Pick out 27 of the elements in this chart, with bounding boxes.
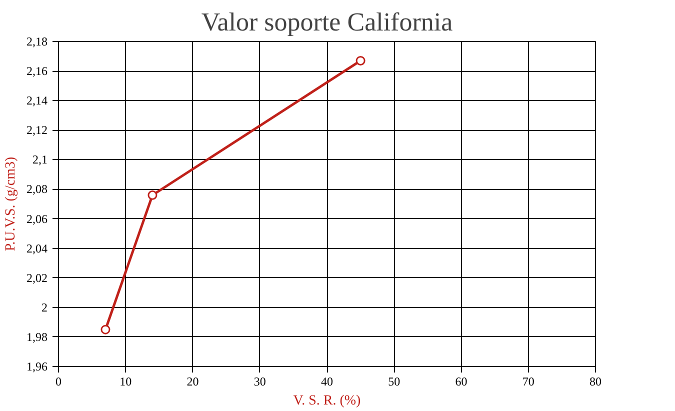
y-tick-label: 1,96 — [26, 360, 48, 374]
x-tick-label: 50 — [388, 374, 400, 388]
x-tick-label: 70 — [522, 374, 534, 388]
y-tick-label: 2,12 — [26, 123, 48, 138]
x-axis-title: V. S. R. (%) — [293, 394, 362, 408]
x-tick-label: 40 — [321, 374, 333, 388]
y-tick-label: 2 — [42, 300, 48, 314]
y-tick-label: 1,98 — [26, 330, 48, 344]
point — [356, 56, 366, 66]
y-tick-label: 2,14 — [26, 94, 48, 108]
x-tick-label: 80 — [590, 374, 602, 388]
x-tick-label: 20 — [186, 374, 199, 388]
y-tick-label: 2,18 — [26, 34, 48, 48]
y-tick-label: 2,16 — [26, 64, 48, 78]
y-tick-label: 2,1 — [32, 152, 48, 167]
point — [148, 190, 158, 200]
y-tick-label: 2,04 — [26, 241, 48, 256]
y-axis-title: P.U.V.S. (g/cm3) — [4, 156, 18, 252]
x-tick-label: 10 — [120, 374, 132, 388]
chart-title: Valor soporte California — [201, 8, 454, 36]
point — [100, 324, 110, 334]
y-tick-label: 2,02 — [26, 270, 48, 285]
y-tick-label: 2,06 — [26, 212, 48, 226]
x-tick-label: 0 — [56, 374, 62, 388]
x-tick-label: 60 — [455, 374, 468, 388]
y-tick-label: 2,08 — [26, 182, 48, 196]
x-tick-label: 30 — [254, 374, 266, 388]
